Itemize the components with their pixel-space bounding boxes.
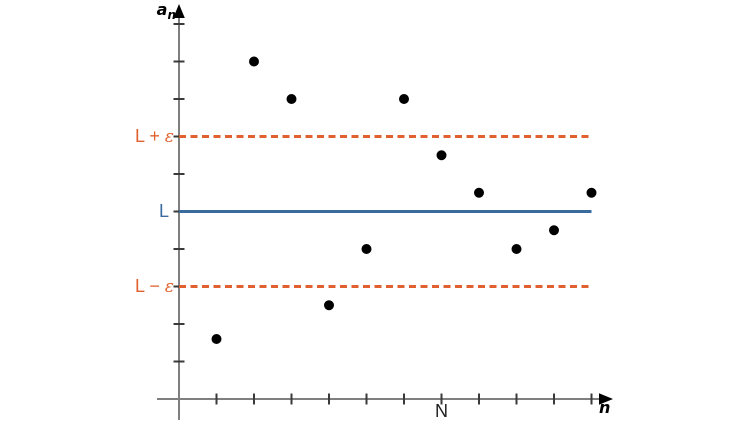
y-axis-arrow-icon [173, 4, 185, 18]
data-point [436, 150, 447, 161]
x-axis-label: n [599, 398, 611, 417]
L-plus-epsilon-label: L + ε [135, 125, 174, 148]
data-point [324, 300, 334, 311]
data-point [549, 225, 559, 236]
data-point [399, 94, 409, 104]
L-label-text: L [158, 201, 169, 221]
data-point [474, 187, 484, 198]
data-point [511, 244, 522, 254]
L-minus-epsilon-label-text: L − [135, 276, 165, 296]
L-plus-epsilon-label-text: L + [135, 126, 165, 146]
epsilon-symbol: ε [164, 277, 174, 297]
data-point [361, 244, 372, 254]
L-label: L [159, 200, 169, 223]
data-point [249, 56, 259, 67]
data-point [286, 94, 297, 104]
y-axis-label-base: a [156, 0, 168, 19]
y-axis-label: an [146, 0, 176, 22]
y-axis-label-subscript: n [167, 8, 176, 23]
data-point [586, 187, 597, 198]
L-minus-epsilon-label: L − ε [135, 275, 174, 298]
x-axis-arrow-icon [599, 393, 613, 405]
data-point [211, 334, 222, 344]
N-tick-label: N [435, 401, 448, 421]
epsilon-symbol: ε [164, 127, 174, 147]
